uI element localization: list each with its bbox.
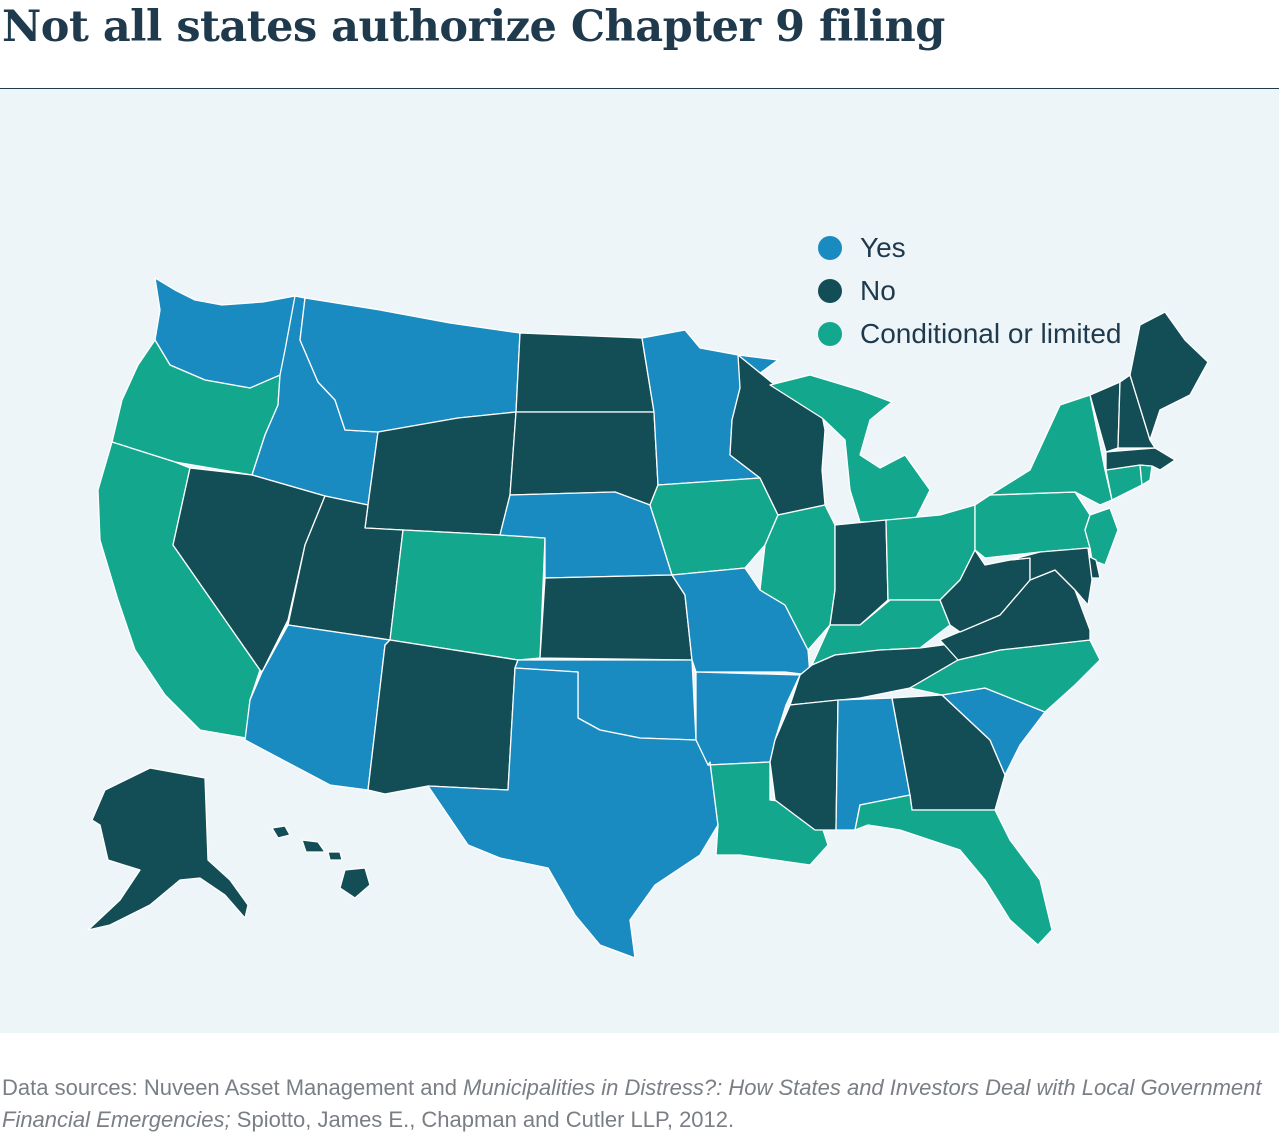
state-HI-islands-2 [301, 839, 326, 853]
state-MI [769, 374, 931, 523]
state-KS [539, 574, 693, 661]
state-NV [172, 467, 326, 673]
state-RI [1139, 464, 1153, 486]
state-NJ [1084, 507, 1119, 566]
state-MA [1105, 447, 1176, 471]
page-title: Not all states authorize Chapter 9 filin… [2, 2, 945, 52]
map-panel: Yes No Conditional or limited [0, 89, 1279, 1033]
state-HI-islands-3 [327, 851, 343, 861]
state-HI-islands [271, 825, 291, 839]
state-HI [339, 867, 371, 899]
state-MD [1009, 547, 1093, 606]
source-title: Municipalities in Distress?: How States … [2, 1075, 1262, 1132]
state-IL [759, 504, 836, 651]
state-IA [649, 477, 779, 576]
state-NH [1117, 374, 1156, 449]
state-LA [707, 761, 829, 866]
state-ND [515, 332, 655, 413]
legend-label-no: No [860, 274, 896, 306]
legend-item-no: No [818, 269, 1121, 312]
title-divider [0, 88, 1279, 89]
legend-item-conditional: Conditional or limited [818, 312, 1121, 355]
state-CO [389, 529, 546, 661]
state-FL [854, 794, 1053, 946]
legend-item-yes: Yes [818, 226, 1121, 269]
data-source-note: Data sources: Nuveen Asset Management an… [2, 1072, 1272, 1136]
legend-label-yes: Yes [860, 231, 906, 263]
state-AK [87, 767, 249, 931]
map-legend: Yes No Conditional or limited [818, 226, 1121, 355]
us-map [87, 277, 1209, 959]
state-NM [367, 639, 519, 795]
legend-swatch-conditional [818, 321, 842, 346]
legend-swatch-yes [818, 235, 842, 260]
source-suffix: Spiotto, James E., Chapman and Cutler LL… [230, 1107, 735, 1132]
state-ME [1129, 311, 1209, 441]
source-prefix: Data sources: Nuveen Asset Management an… [2, 1075, 464, 1100]
state-SD [509, 411, 659, 506]
legend-label-conditional: Conditional or limited [860, 317, 1122, 349]
state-TX [427, 667, 719, 959]
state-NY [989, 394, 1113, 506]
state-CT [1105, 464, 1143, 501]
state-PA [974, 491, 1091, 559]
state-WY [364, 411, 517, 536]
legend-swatch-no [818, 278, 842, 303]
